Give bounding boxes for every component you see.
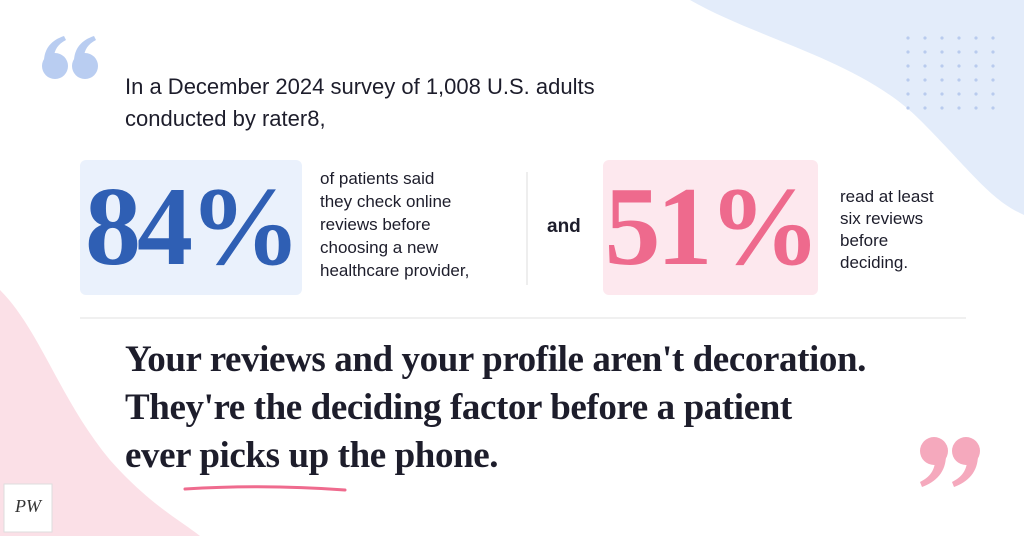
dot xyxy=(991,106,995,110)
dot xyxy=(957,106,961,110)
dot xyxy=(957,92,961,96)
open-quote xyxy=(42,36,98,79)
dot xyxy=(940,64,944,68)
intro-text: In a December 2024 survey of 1,008 U.S. … xyxy=(125,74,595,99)
text-line: reviews before xyxy=(320,215,431,234)
dot xyxy=(991,92,995,96)
dot-grid xyxy=(906,36,995,110)
dot xyxy=(940,106,944,110)
dot xyxy=(991,36,995,40)
text-line: of patients said xyxy=(320,169,435,188)
dot xyxy=(940,50,944,54)
text-line: read at least xyxy=(840,187,934,206)
connector: and xyxy=(547,216,581,237)
dot xyxy=(974,106,978,110)
dot xyxy=(974,64,978,68)
stat-value: 51% xyxy=(604,165,821,289)
text-line: before xyxy=(840,231,889,250)
headline: Your reviews and your profile aren't dec… xyxy=(125,339,866,380)
dot xyxy=(940,78,944,82)
dot xyxy=(957,50,961,54)
dot xyxy=(957,78,961,82)
dot xyxy=(957,36,961,40)
text-line: deciding. xyxy=(840,253,909,272)
stat-box xyxy=(603,160,818,295)
logo: PW xyxy=(15,496,41,516)
text-line: they check online xyxy=(320,192,452,211)
text-line: choosing a new xyxy=(320,238,439,257)
dot xyxy=(906,78,910,82)
close-quote xyxy=(920,437,980,487)
text-line: six reviews xyxy=(840,209,924,228)
stat-description: read at least six reviews before decidin… xyxy=(840,186,934,274)
dot xyxy=(974,78,978,82)
stat-box xyxy=(80,160,302,295)
dot xyxy=(974,92,978,96)
dot xyxy=(991,50,995,54)
dot xyxy=(923,50,927,54)
dot xyxy=(940,92,944,96)
dot xyxy=(923,64,927,68)
dot xyxy=(974,36,978,40)
dot xyxy=(923,92,927,96)
dot xyxy=(906,64,910,68)
dot xyxy=(906,106,910,110)
dot xyxy=(940,36,944,40)
dot xyxy=(923,78,927,82)
blue-blob xyxy=(690,0,1024,215)
stat-description: of patients said they check online revie… xyxy=(320,167,469,282)
headline: They're the deciding factor before a pat… xyxy=(125,387,792,428)
dot xyxy=(923,106,927,110)
underline xyxy=(183,485,347,492)
pink-blob xyxy=(0,290,200,536)
headline: ever picks up the phone. xyxy=(125,435,499,476)
stat-value: 84% xyxy=(85,165,301,289)
dot xyxy=(991,78,995,82)
dot xyxy=(991,64,995,68)
dot xyxy=(906,50,910,54)
logo-box xyxy=(3,483,53,533)
dot xyxy=(974,50,978,54)
dot xyxy=(957,64,961,68)
dot xyxy=(923,36,927,40)
intro-text: conducted by rater8, xyxy=(125,106,326,131)
dot xyxy=(906,92,910,96)
dot xyxy=(906,36,910,40)
text-line: healthcare provider, xyxy=(320,261,470,280)
